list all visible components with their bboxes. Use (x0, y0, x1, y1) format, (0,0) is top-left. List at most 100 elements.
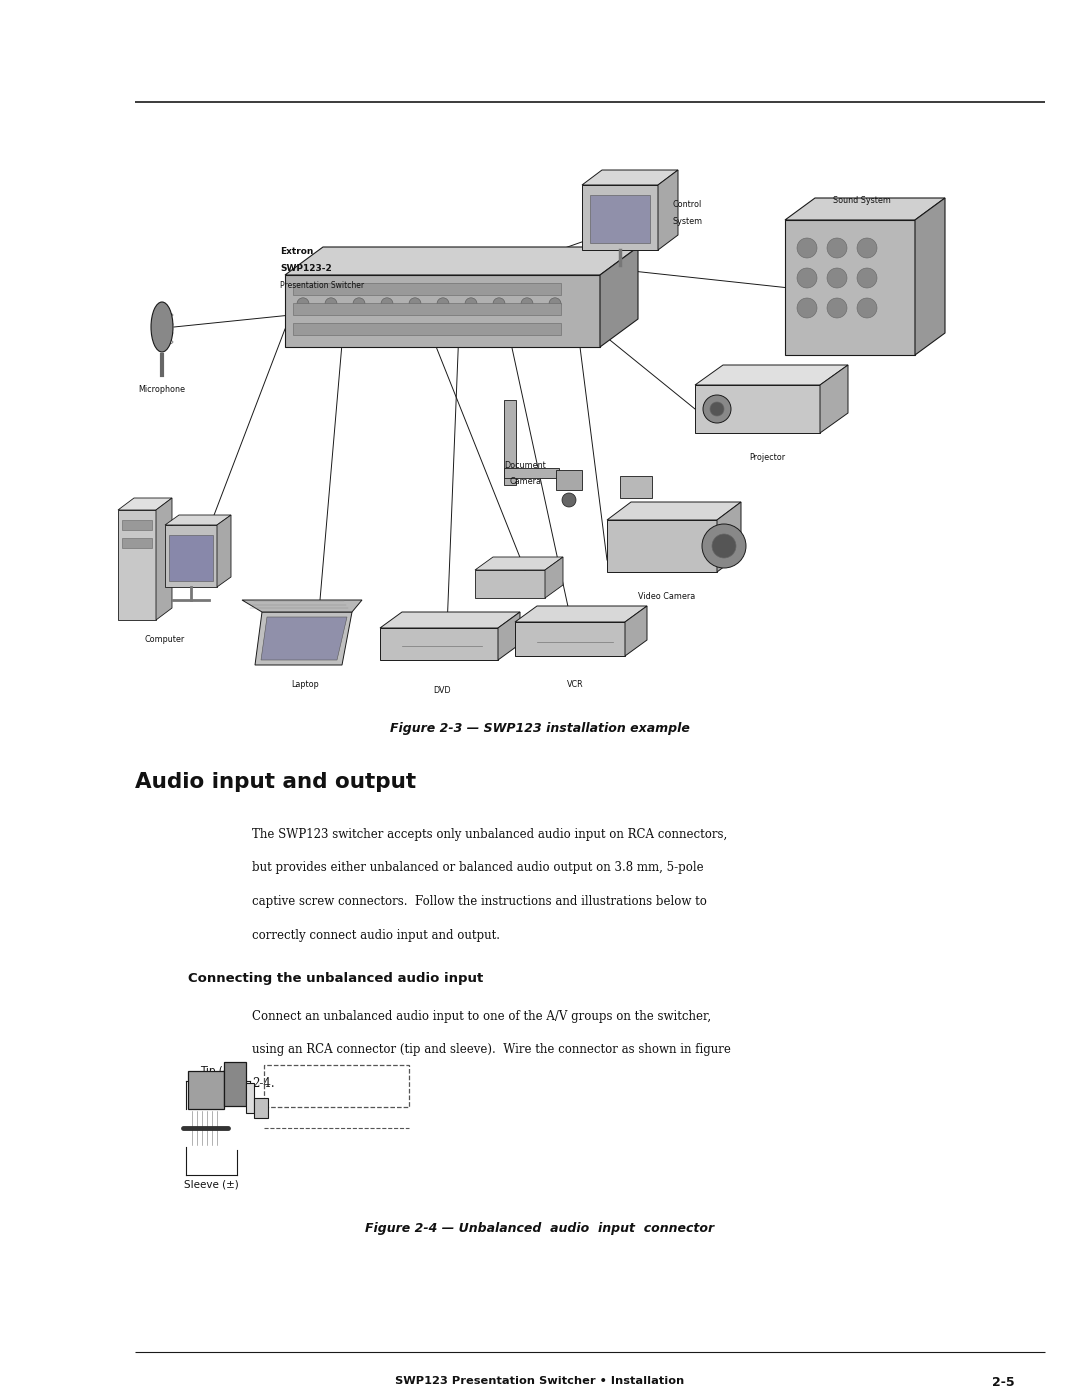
Text: Figure 2-3 — SWP123 installation example: Figure 2-3 — SWP123 installation example (390, 722, 690, 735)
Polygon shape (915, 198, 945, 355)
Text: Laptop: Laptop (292, 680, 319, 689)
Text: Sound System: Sound System (833, 196, 891, 205)
Text: captive screw connectors.  Follow the instructions and illustrations below to: captive screw connectors. Follow the ins… (252, 895, 707, 908)
Circle shape (827, 268, 847, 288)
Polygon shape (696, 365, 848, 386)
Polygon shape (607, 502, 741, 520)
Circle shape (549, 298, 561, 310)
Polygon shape (165, 525, 217, 587)
Text: Document: Document (504, 461, 545, 469)
Circle shape (827, 298, 847, 319)
Text: Tip (+): Tip (+) (200, 1066, 235, 1076)
Polygon shape (820, 365, 848, 433)
Circle shape (325, 298, 337, 310)
Circle shape (703, 395, 731, 423)
Circle shape (465, 298, 477, 310)
Polygon shape (515, 606, 647, 622)
Polygon shape (261, 617, 347, 659)
Text: VCR: VCR (567, 680, 583, 689)
Polygon shape (242, 599, 362, 612)
Polygon shape (785, 219, 915, 355)
Polygon shape (156, 497, 172, 620)
Text: Projector: Projector (748, 453, 785, 462)
Bar (264, 1065, 409, 1106)
Text: Connect an unbalanced audio input to one of the A/V groups on the switcher,: Connect an unbalanced audio input to one… (252, 1010, 711, 1023)
Circle shape (297, 298, 309, 310)
Text: 2-5: 2-5 (993, 1376, 1014, 1389)
Circle shape (858, 298, 877, 319)
Polygon shape (285, 275, 600, 346)
Bar (254, 1098, 268, 1118)
Bar (556, 469, 582, 490)
Text: Computer: Computer (145, 636, 185, 644)
Text: Microphone: Microphone (138, 386, 186, 394)
Text: Presentation Switcher: Presentation Switcher (280, 281, 364, 291)
Polygon shape (285, 247, 638, 275)
Text: Camera: Camera (509, 476, 541, 486)
Bar (504, 400, 516, 485)
Circle shape (797, 298, 816, 319)
Bar (224, 1062, 246, 1106)
Polygon shape (600, 247, 638, 346)
Bar (504, 468, 559, 478)
Bar (293, 303, 561, 314)
Text: Sleeve (±): Sleeve (±) (185, 1180, 239, 1190)
Bar (293, 323, 561, 335)
Polygon shape (165, 515, 231, 525)
Polygon shape (696, 386, 820, 433)
Bar (590, 196, 650, 243)
Polygon shape (255, 612, 352, 665)
Ellipse shape (151, 302, 173, 352)
Circle shape (492, 298, 505, 310)
Polygon shape (475, 570, 545, 598)
Polygon shape (658, 170, 678, 250)
Polygon shape (498, 612, 519, 659)
Polygon shape (545, 557, 563, 598)
Circle shape (409, 298, 421, 310)
Text: but provides either unbalanced or balanced audio output on 3.8 mm, 5-pole: but provides either unbalanced or balanc… (252, 862, 704, 875)
Polygon shape (785, 198, 945, 219)
Circle shape (353, 298, 365, 310)
Circle shape (797, 237, 816, 258)
Text: System: System (672, 217, 702, 226)
Polygon shape (582, 184, 658, 250)
Circle shape (381, 298, 393, 310)
Circle shape (702, 524, 746, 569)
Polygon shape (607, 520, 717, 571)
Text: The SWP123 switcher accepts only unbalanced audio input on RCA connectors,: The SWP123 switcher accepts only unbalan… (252, 828, 727, 841)
Polygon shape (582, 170, 678, 184)
Circle shape (562, 493, 576, 507)
Text: Connecting the unbalanced audio input: Connecting the unbalanced audio input (188, 972, 483, 985)
Text: Figure 2-4 — Unbalanced  audio  input  connector: Figure 2-4 — Unbalanced audio input conn… (365, 1222, 715, 1235)
Circle shape (797, 268, 816, 288)
Circle shape (858, 268, 877, 288)
Bar (620, 476, 652, 497)
Bar (293, 284, 561, 295)
Text: DVD: DVD (433, 686, 450, 694)
Text: Extron: Extron (280, 247, 313, 256)
Polygon shape (475, 557, 563, 570)
Text: SWP123-2: SWP123-2 (280, 264, 332, 272)
Polygon shape (625, 606, 647, 657)
Polygon shape (217, 515, 231, 587)
Text: correctly connect audio input and output.: correctly connect audio input and output… (252, 929, 500, 942)
Text: SWP123 Presentation Switcher • Installation: SWP123 Presentation Switcher • Installat… (395, 1376, 685, 1386)
Polygon shape (515, 622, 625, 657)
Bar (122, 538, 152, 548)
Circle shape (521, 298, 534, 310)
Polygon shape (380, 612, 519, 629)
Text: 2-4.: 2-4. (252, 1077, 274, 1090)
Polygon shape (118, 497, 172, 510)
Text: Audio input and output: Audio input and output (135, 773, 416, 792)
Bar (246, 1083, 254, 1113)
Circle shape (858, 237, 877, 258)
Bar (122, 520, 152, 529)
Polygon shape (118, 510, 156, 620)
Bar (168, 535, 213, 581)
Text: using an RCA connector (tip and sleeve).  Wire the connector as shown in figure: using an RCA connector (tip and sleeve).… (252, 1044, 731, 1056)
Polygon shape (717, 502, 741, 571)
Circle shape (437, 298, 449, 310)
Bar (188, 1071, 224, 1109)
Polygon shape (380, 629, 498, 659)
Circle shape (827, 237, 847, 258)
